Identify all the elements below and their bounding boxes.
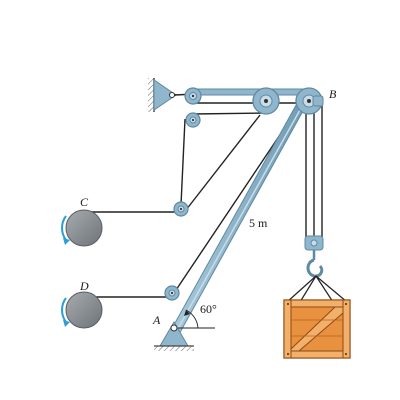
label-point-c: C [80,195,89,209]
angle-indicator [178,309,215,329]
rope-segment-vertical [180,118,186,206]
pulley-c-icon [173,201,189,217]
hook-block [304,235,324,278]
winch-drum-c [61,209,103,247]
label-boom-length: 5 m [249,216,268,230]
pulley-d-icon [164,285,180,301]
pin-support-a-icon [154,321,194,351]
label-point-a: A [152,313,161,327]
label-point-d: D [79,279,89,293]
wooden-crate-icon [283,299,351,359]
pulley-wall-icon [184,87,202,105]
crane-hook-icon [306,258,324,278]
pulley-upper-idler-icon [185,112,201,128]
wall-pin-support-icon [148,78,177,112]
crate-slings [286,275,348,303]
rope-system [86,89,323,298]
label-point-b: B [329,87,337,101]
rotation-arrow-d-icon [61,297,67,323]
label-angle: 60° [200,302,217,316]
rotation-arrow-c-icon [61,215,67,241]
pulley-top-left-icon [252,87,280,115]
pulley-b-icon [295,87,324,115]
rope-segment-mid [191,112,269,115]
winch-drum-d [61,291,103,329]
top-link-bar [189,88,309,96]
